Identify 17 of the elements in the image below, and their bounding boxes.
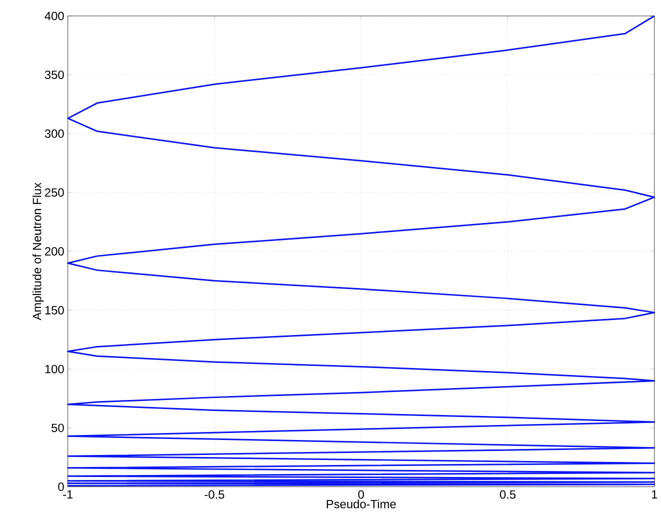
x-tick-label: -0.5: [204, 490, 224, 499]
x-tick-label: 0.5: [500, 490, 516, 499]
x-tick-label: 0: [358, 490, 364, 499]
y-tick-label: 400: [44, 12, 64, 20]
y-tick-label: 250: [45, 188, 64, 197]
y-tick-label: 50: [52, 424, 64, 432]
y-tick-label: 0: [58, 482, 64, 492]
line-series: [67, 15, 656, 487]
y-tick-label: 150: [45, 306, 64, 315]
y-tick-label: 350: [44, 70, 64, 80]
x-tick-label: 1: [652, 490, 658, 499]
y-axis-title: Amplitude of Neutron Flux: [32, 182, 44, 320]
x-axis-title: Pseudo-Time: [326, 500, 396, 508]
y-tick-label: 200: [45, 247, 64, 256]
y-tick-label: 300: [44, 130, 64, 138]
y-tick-label: 100: [45, 365, 64, 374]
x-tick-label: -1: [63, 490, 73, 499]
